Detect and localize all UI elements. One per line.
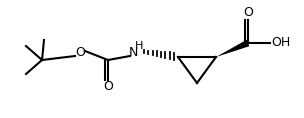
Polygon shape [216, 40, 249, 57]
Text: N: N [128, 46, 138, 59]
Text: OH: OH [271, 36, 291, 49]
Text: O: O [103, 80, 113, 93]
Text: H: H [135, 41, 143, 51]
Text: O: O [243, 6, 253, 19]
Text: O: O [75, 46, 85, 59]
